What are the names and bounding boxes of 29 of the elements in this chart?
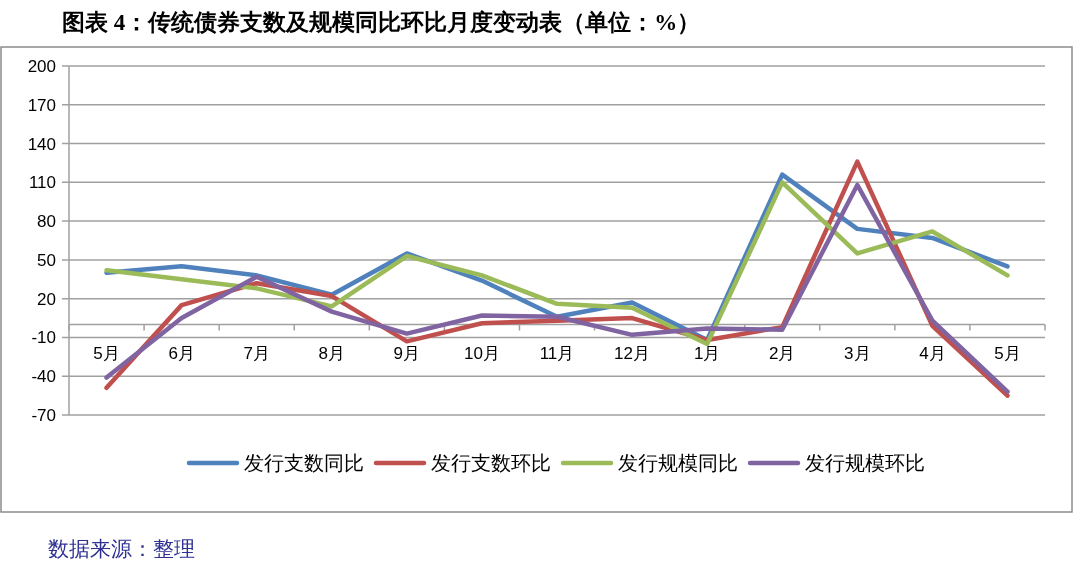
source-note: 数据来源：整理 bbox=[48, 537, 195, 561]
y-tick-label: 110 bbox=[28, 173, 56, 193]
legend-label: 发行支数同比 bbox=[244, 452, 364, 474]
x-tick-label: 1月 bbox=[693, 343, 721, 363]
x-tick-label: 2月 bbox=[769, 343, 796, 363]
x-tick-label: 6月 bbox=[168, 343, 195, 363]
y-tick-label: 50 bbox=[37, 250, 56, 270]
legend-label: 发行规模同比 bbox=[618, 452, 738, 474]
x-tick-label: 7月 bbox=[243, 343, 270, 363]
y-tick-label: 80 bbox=[37, 212, 56, 232]
x-tick-label: 4月 bbox=[919, 343, 946, 363]
y-tick-label: 20 bbox=[37, 289, 56, 309]
x-tick-label: 10月 bbox=[463, 343, 500, 363]
legend-label: 发行支数环比 bbox=[431, 452, 551, 474]
x-tick-label: 5月 bbox=[994, 343, 1021, 363]
y-tick-label: 200 bbox=[27, 57, 56, 76]
y-tick-label: -10 bbox=[31, 328, 56, 348]
x-tick-label: 12月 bbox=[614, 343, 651, 363]
x-tick-label: 8月 bbox=[318, 343, 345, 363]
x-tick-label: 11月 bbox=[539, 343, 575, 363]
y-tick-label: -40 bbox=[31, 367, 56, 387]
y-tick-label: -70 bbox=[31, 406, 56, 425]
y-tick-label: 170 bbox=[27, 95, 56, 115]
x-tick-label: 9月 bbox=[393, 343, 421, 363]
x-tick-label: 5月 bbox=[93, 343, 120, 363]
x-tick-label: 3月 bbox=[844, 343, 871, 363]
legend-label: 发行规模环比 bbox=[805, 452, 925, 474]
y-tick-label: 140 bbox=[27, 134, 56, 154]
chart-title: 图表 4：传统债券支数及规模同比环比月度变动表（单位：%） bbox=[62, 9, 701, 35]
